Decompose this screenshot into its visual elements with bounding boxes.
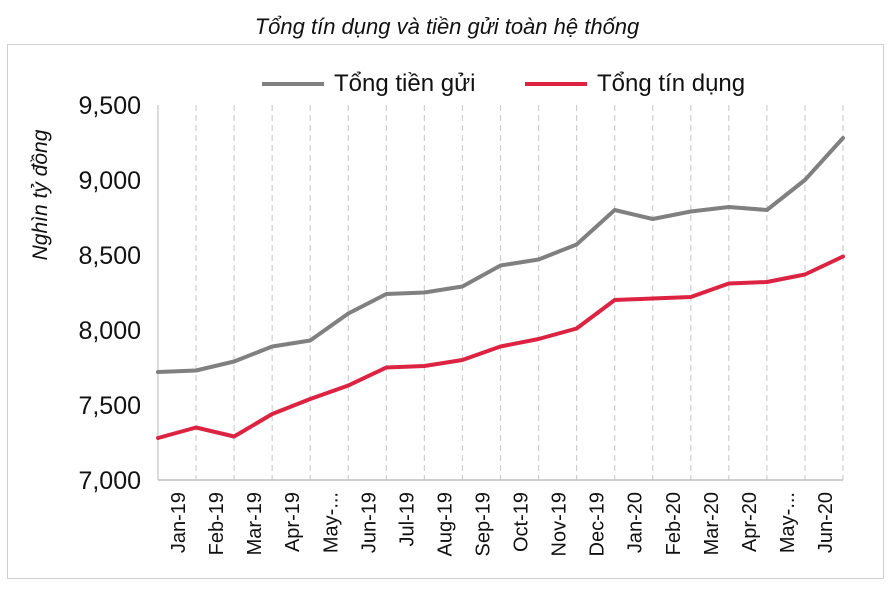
x-tick-label: Dec-19 — [587, 492, 609, 556]
x-tick-label: Jan-20 — [625, 492, 647, 553]
x-tick-label: Apr-20 — [739, 492, 761, 552]
y-tick-label: 9,500 — [78, 92, 141, 120]
x-tick-label: Nov-19 — [549, 492, 571, 556]
series-line-deposits — [156, 136, 845, 374]
x-tick-label: May-... — [777, 492, 799, 553]
chart-title: Tổng tín dụng và tiền gửi toàn hệ thống — [254, 14, 640, 39]
y-tick-label: 8,500 — [78, 242, 141, 270]
x-tick-label: Feb-19 — [206, 492, 228, 555]
y-tick-label: 8,000 — [78, 317, 141, 345]
legend-label-deposits: Tổng tiền gửi — [334, 70, 476, 97]
series-line-credit — [156, 254, 845, 440]
legend-item-deposits: Tổng tiền gửi — [262, 70, 475, 98]
x-tick-label: Mar-20 — [701, 492, 723, 555]
x-tick-label: Jun-20 — [815, 492, 837, 553]
legend-swatch-credit — [525, 82, 587, 86]
x-tick-label: Jul-19 — [396, 492, 418, 546]
x-tick-label: Feb-20 — [663, 492, 685, 555]
legend-label-credit: Tổng tín dụng — [597, 70, 746, 97]
x-tick-label: Sep-19 — [473, 492, 495, 557]
y-tick-label: 7,000 — [78, 467, 141, 495]
legend-item-credit: Tổng tín dụng — [525, 70, 745, 98]
legend-swatch-deposits — [262, 82, 324, 86]
chart-frame — [7, 44, 884, 579]
x-tick-label: Mar-19 — [244, 492, 266, 555]
x-tick-label: Aug-19 — [434, 492, 456, 557]
x-tick-label: Oct-19 — [511, 492, 533, 552]
y-tick-label: 9,000 — [78, 167, 141, 195]
x-tick-label: Jan-19 — [168, 492, 190, 553]
x-tick-label: Jun-19 — [358, 492, 380, 553]
y-tick-label: 7,500 — [78, 392, 141, 420]
x-tick-label: Apr-19 — [282, 492, 304, 552]
x-tick-label: May-... — [320, 492, 342, 553]
y-axis-label: Nghìn tỷ đồng — [29, 129, 52, 260]
